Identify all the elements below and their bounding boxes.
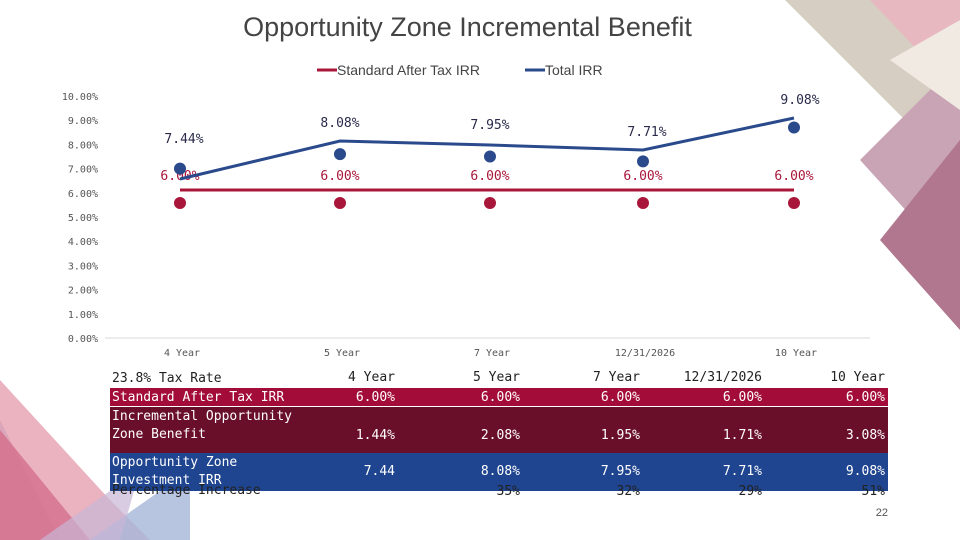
point-standard [484, 197, 496, 209]
cell-standard: 6.00% [845, 390, 885, 405]
point-standard [174, 197, 186, 209]
y-tick-label: 10.00% [62, 92, 98, 103]
row-label-investment-irr: Opportunity Zone Investment IRR [112, 455, 238, 488]
x-tick-label: 5 Year [324, 348, 360, 359]
data-label-total: 7.71% [627, 125, 666, 140]
slide-title: Opportunity Zone Incremental Benefit [243, 12, 692, 42]
legend-label: Total IRR [545, 62, 603, 78]
decor-shape-rose [880, 140, 960, 330]
x-tick-label: 4 Year [164, 348, 200, 359]
point-total [484, 150, 496, 163]
table-row-incremental [110, 407, 888, 453]
y-tick-label: 8.00% [68, 140, 98, 151]
y-tick-label: 6.00% [68, 189, 98, 200]
cell-investment-irr: 8.08% [480, 464, 520, 479]
cell-incremental: 3.08% [845, 428, 885, 443]
data-label-standard: 6.00% [320, 169, 359, 184]
cell-percentage-increase: 29% [738, 484, 762, 499]
y-tick-label: 2.00% [68, 286, 98, 297]
row-label-incremental: Incremental Opportunity Zone Benefit [112, 409, 293, 442]
cell-percentage-increase: 32% [616, 484, 640, 499]
legend-label: Standard After Tax IRR [337, 62, 480, 78]
series-line-total [179, 116, 795, 181]
point-standard [334, 197, 346, 209]
y-tick-label: 0.00% [68, 334, 98, 345]
irr-line-chart: 0.00% 1.00% 2.00% 3.00% 4.00% 5.00% 6.00% 7.00%… [62, 62, 870, 359]
cell-percentage-increase: 35% [496, 484, 520, 499]
data-label-total: 9.08% [780, 93, 819, 108]
cell-standard: 6.00% [480, 390, 520, 405]
cell-investment-irr: 7.95% [600, 464, 640, 479]
table-row-standard [110, 388, 888, 406]
cell-incremental: 1.95% [600, 428, 640, 443]
cell-standard: 6.00% [722, 390, 762, 405]
x-tick-label: 10 Year [775, 348, 817, 359]
cell-investment-irr: 9.08% [845, 464, 885, 479]
x-tick-label: 12/31/2026 [615, 348, 675, 359]
y-tick-label: 7.00% [68, 165, 98, 176]
point-total [788, 121, 800, 134]
point-total [334, 148, 346, 161]
page-number: 22 [875, 507, 888, 519]
point-total [637, 155, 649, 168]
row-label-percentage: Percentage Increase [112, 483, 261, 498]
y-tick-label: 5.00% [68, 213, 98, 224]
column-header: 12/31/2026 [683, 370, 762, 385]
x-tick-label: 7 Year [474, 348, 510, 359]
cell-standard: 6.00% [355, 390, 395, 405]
data-label-total: 7.44% [164, 132, 203, 147]
decor-shape-cream [890, 20, 960, 110]
row-label-standard: Standard After Tax IRR [112, 390, 285, 405]
table-row-investment-irr [110, 453, 888, 491]
cell-investment-irr: 7.44 [363, 464, 395, 479]
decor-shape-bl-rose [0, 430, 90, 540]
y-tick-label: 3.00% [68, 261, 98, 272]
data-label-total: 7.95% [470, 118, 509, 133]
column-header: 5 Year [473, 370, 520, 385]
data-label-standard: 6.00% [774, 169, 813, 184]
column-header: 7 Year [593, 370, 640, 385]
cell-incremental: 2.08% [480, 428, 520, 443]
y-tick-label: 9.00% [68, 116, 98, 127]
point-total [174, 162, 186, 175]
point-standard [788, 197, 800, 209]
point-standard [637, 197, 649, 209]
y-tick-label: 1.00% [68, 310, 98, 321]
data-label-standard: 6.00% [623, 169, 662, 184]
cell-standard: 6.00% [600, 390, 640, 405]
cell-incremental: 1.44% [355, 428, 395, 443]
data-label-standard: 6.00% [160, 169, 199, 184]
data-label-standard: 6.00% [470, 169, 509, 184]
column-header: 4 Year [348, 370, 395, 385]
data-label-total: 8.08% [320, 116, 359, 131]
cell-investment-irr: 7.71% [722, 464, 762, 479]
y-tick-label: 4.00% [68, 237, 98, 248]
cell-incremental: 1.71% [722, 428, 762, 443]
table-heading: 23.8% Tax Rate [112, 371, 222, 386]
column-header: 10 Year [830, 370, 885, 385]
cell-percentage-increase: 51% [861, 484, 885, 499]
